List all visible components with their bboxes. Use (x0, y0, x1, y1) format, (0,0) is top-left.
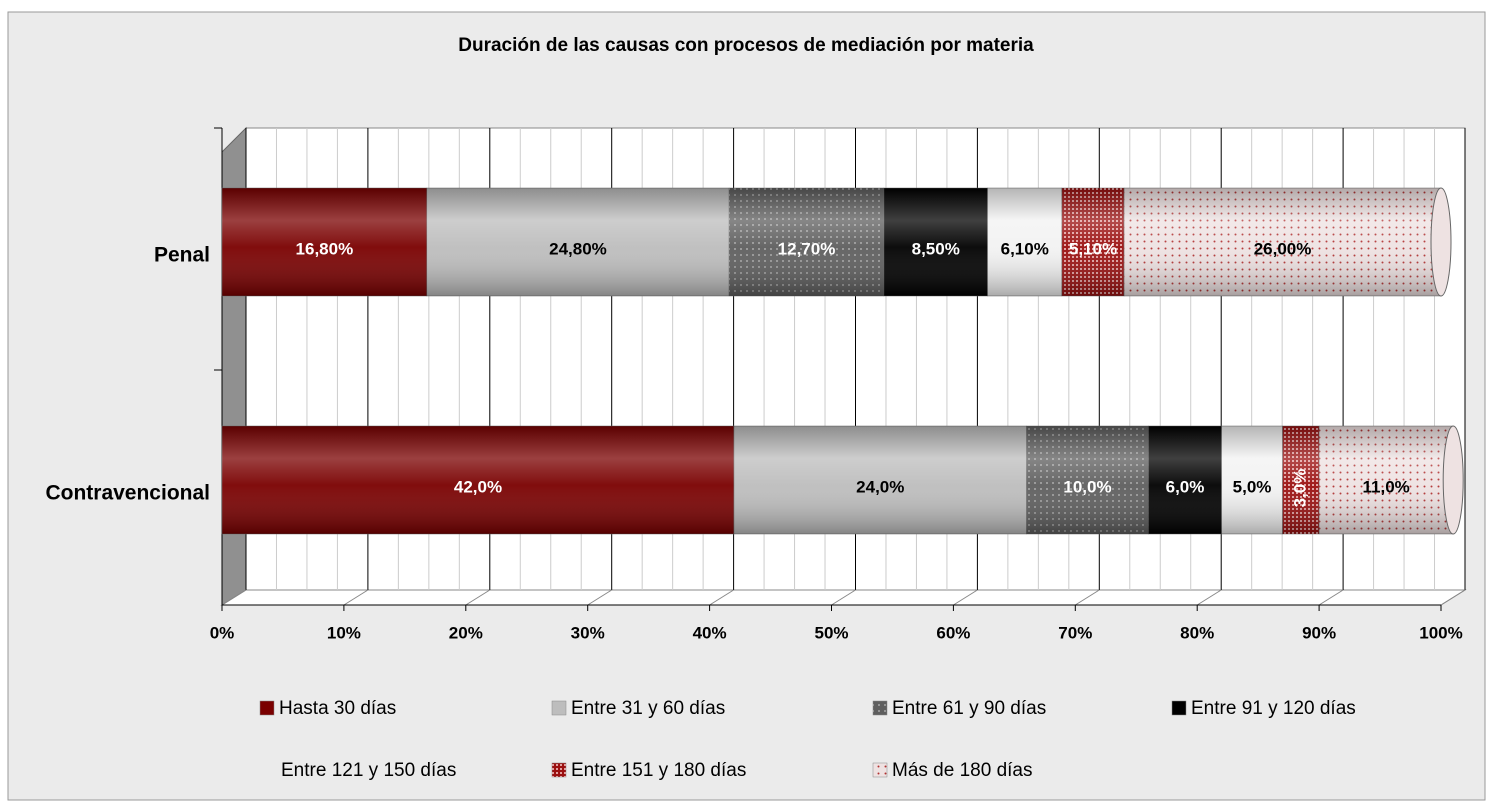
legend-label: Más de 180 días (892, 760, 1032, 781)
floor-line (709, 589, 734, 606)
value-label: 12,70% (778, 239, 836, 258)
value-label: 10,0% (1063, 477, 1111, 496)
legend-label: Entre 121 y 150 días (281, 760, 456, 781)
value-label: 42,0% (454, 477, 502, 496)
value-label: 24,80% (549, 239, 607, 258)
floor-line (343, 589, 369, 606)
x-tick-label: 90% (1302, 623, 1336, 642)
legend-label: Entre 61 y 90 días (892, 698, 1046, 719)
x-tick-label: 100% (1419, 623, 1462, 642)
legend-label: Hasta 30 días (279, 698, 396, 719)
floor-line (221, 589, 247, 606)
x-tick-label: 10% (327, 623, 361, 642)
value-label: 5,10% (1069, 239, 1117, 258)
bar-cap (1430, 187, 1452, 297)
x-tick-label: 40% (693, 623, 727, 642)
legend-swatch (259, 700, 275, 716)
bar-cap (1442, 425, 1464, 535)
chart-title: Duración de las causas con procesos de m… (458, 35, 1034, 56)
value-label: 3,0% (1290, 469, 1309, 508)
x-tick-label: 80% (1180, 623, 1214, 642)
legend-swatch (1171, 700, 1187, 716)
floor-line (831, 589, 856, 606)
value-label: 8,50% (912, 239, 960, 258)
floor-line (1075, 589, 1100, 606)
value-label: 5,0% (1233, 477, 1272, 496)
floor-line (465, 589, 491, 606)
x-tick-label: 70% (1058, 623, 1092, 642)
floor-line (1440, 589, 1466, 606)
value-label: 6,10% (1001, 239, 1049, 258)
legend-swatch (551, 700, 567, 716)
value-label: 16,80% (296, 239, 354, 258)
legend-pattern (873, 763, 887, 777)
legend-label: Entre 91 y 120 días (1191, 698, 1356, 719)
value-label: 24,0% (856, 477, 904, 496)
y-tick-label: Penal (154, 244, 210, 267)
x-tick-label: 30% (571, 623, 605, 642)
legend-pattern (552, 763, 566, 777)
value-label: 11,0% (1363, 477, 1410, 496)
floor-line (1196, 589, 1222, 606)
x-tick-label: 60% (936, 623, 970, 642)
floor-line (587, 589, 612, 606)
floor-line (1318, 589, 1344, 606)
y-tick-label: Contravencional (45, 482, 210, 505)
floor-line (953, 589, 978, 606)
legend-pattern (873, 701, 887, 715)
value-label: 6,0% (1166, 477, 1205, 496)
legend-label: Entre 151 y 180 días (571, 760, 746, 781)
x-tick-label: 0% (210, 623, 235, 642)
legend-label: Entre 31 y 60 días (571, 698, 725, 719)
x-tick-label: 20% (449, 623, 483, 642)
value-label: 26,00% (1254, 239, 1312, 258)
x-tick-label: 50% (814, 623, 848, 642)
